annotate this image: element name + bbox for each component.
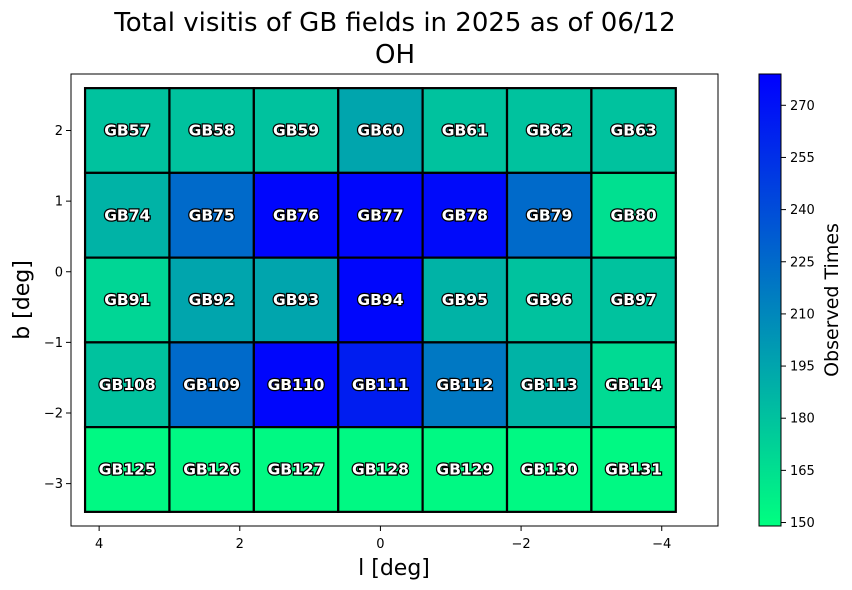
- heatmap-cell-gb130: [505, 426, 593, 513]
- cell-label-gb74: GB74: [104, 206, 150, 224]
- y-tick-label: −2: [44, 407, 63, 422]
- cell-label-gb77: GB77: [357, 206, 403, 224]
- colorbar-tick-label: 225: [790, 255, 815, 270]
- colorbar-tick-label: 180: [790, 412, 815, 427]
- y-axis-label: b [deg]: [10, 260, 35, 340]
- cell-label-gb111: GB111: [352, 376, 409, 394]
- x-tick-label: −2: [512, 537, 531, 552]
- heatmap-cell-gb114: [590, 341, 677, 429]
- colorbar-tick-label: 240: [790, 203, 815, 218]
- heatmap-cell-gb94: [337, 256, 424, 344]
- x-tick-label: 4: [95, 537, 103, 552]
- x-tick-label: −4: [652, 537, 671, 552]
- cell-label-gb78: GB78: [442, 206, 488, 224]
- colorbar-tick-label: 195: [790, 360, 815, 375]
- y-tick-label: −3: [44, 477, 63, 492]
- cell-label-gb110: GB110: [268, 376, 325, 394]
- y-axis-ticks: 2 1 0 −1 −2 −3: [44, 124, 71, 492]
- colorbar: [758, 73, 782, 527]
- heatmap-cell-gb93: [252, 256, 340, 344]
- colorbar-tick-label: 150: [790, 516, 815, 531]
- cell-label-gb96: GB96: [526, 291, 572, 309]
- cell-label-gb109: GB109: [183, 376, 240, 394]
- heatmap-cell-gb78: [421, 171, 509, 259]
- heatmap-cell-gb127: [252, 426, 340, 513]
- x-axis-ticks: 4 2 0 −2 −4: [95, 526, 671, 552]
- cell-label-gb61: GB61: [442, 122, 488, 140]
- colorbar-tick-label: 210: [790, 307, 815, 322]
- cell-label-gb76: GB76: [273, 206, 319, 224]
- heatmap-cell-gb113: [505, 341, 593, 429]
- heatmap-cell-gb109: [168, 341, 255, 429]
- cell-label-gb127: GB127: [268, 461, 325, 479]
- cell-label-gb59: GB59: [273, 122, 319, 140]
- heatmap-cell-gb96: [505, 256, 593, 344]
- cell-label-gb126: GB126: [183, 461, 240, 479]
- heatmap-cell-gb131: [590, 426, 677, 513]
- plot-frame: [70, 73, 719, 527]
- chart-title: Total visitis of GB fields in 2025 as of…: [113, 8, 675, 38]
- cell-label-gb93: GB93: [273, 291, 319, 309]
- cell-label-gb91: GB91: [104, 291, 150, 309]
- cell-label-gb60: GB60: [357, 122, 403, 140]
- colorbar-tick-label: 165: [790, 464, 815, 479]
- heatmap-cell-labels: GB57 GB58 GB59 GB60 GB61 GB62 GB63 GB74 GB75 GB76…: [98, 120, 664, 480]
- cell-label-gb80: GB80: [611, 206, 657, 224]
- colorbar-tick-label: 270: [790, 99, 815, 114]
- cell-label-gb79: GB79: [526, 206, 572, 224]
- y-tick-label: 1: [55, 195, 63, 210]
- cell-label-gb97: GB97: [611, 291, 657, 309]
- heatmap-cell-gb62: [505, 87, 593, 174]
- heatmap-cell-gb74: [83, 171, 171, 259]
- cell-label-gb94: GB94: [357, 291, 403, 309]
- cell-label-gb113: GB113: [521, 376, 578, 394]
- heatmap-cell-gb57: [83, 87, 171, 174]
- chart-subtitle: OH: [375, 40, 415, 70]
- heatmap-cell-gb95: [421, 256, 509, 344]
- heatmap-cells: [83, 87, 677, 513]
- y-tick-label: −1: [44, 336, 63, 351]
- x-tick-label: 0: [376, 537, 384, 552]
- heatmap-cell-gb76: [252, 171, 340, 259]
- heatmap-cell-gb97: [590, 256, 677, 344]
- cell-label-gb114: GB114: [605, 376, 662, 394]
- cell-label-gb130: GB130: [521, 461, 578, 479]
- cell-label-gb92: GB92: [189, 291, 235, 309]
- cell-label-gb112: GB112: [436, 376, 493, 394]
- y-tick-label: 2: [55, 124, 63, 139]
- cell-label-gb95: GB95: [442, 291, 488, 309]
- cell-label-gb62: GB62: [526, 122, 572, 140]
- heatmap-cell-gb92: [168, 256, 255, 344]
- x-axis-label: l [deg]: [358, 556, 430, 581]
- cell-label-gb63: GB63: [611, 122, 657, 140]
- heatmap-cell-gb80: [590, 171, 677, 259]
- cell-label-gb128: GB128: [352, 461, 409, 479]
- cell-label-gb125: GB125: [99, 461, 156, 479]
- cell-label-gb131: GB131: [605, 461, 662, 479]
- colorbar-ticks: 150 165 180 195 210 225 240 255 270: [781, 99, 815, 531]
- heatmap-cell-gb108: [83, 341, 171, 429]
- y-tick-label: 0: [55, 265, 63, 280]
- cell-label-gb75: GB75: [189, 206, 235, 224]
- x-tick-label: 2: [236, 537, 244, 552]
- cell-label-gb108: GB108: [99, 376, 156, 394]
- cell-label-gb57: GB57: [104, 122, 150, 140]
- colorbar-label: Observed Times: [821, 223, 843, 377]
- cell-label-gb58: GB58: [189, 122, 235, 140]
- cell-label-gb129: GB129: [436, 461, 493, 479]
- colorbar-tick-label: 255: [790, 151, 815, 166]
- heatmap-cell-gb125: [83, 426, 171, 513]
- heatmap-cell-gb58: [168, 87, 255, 174]
